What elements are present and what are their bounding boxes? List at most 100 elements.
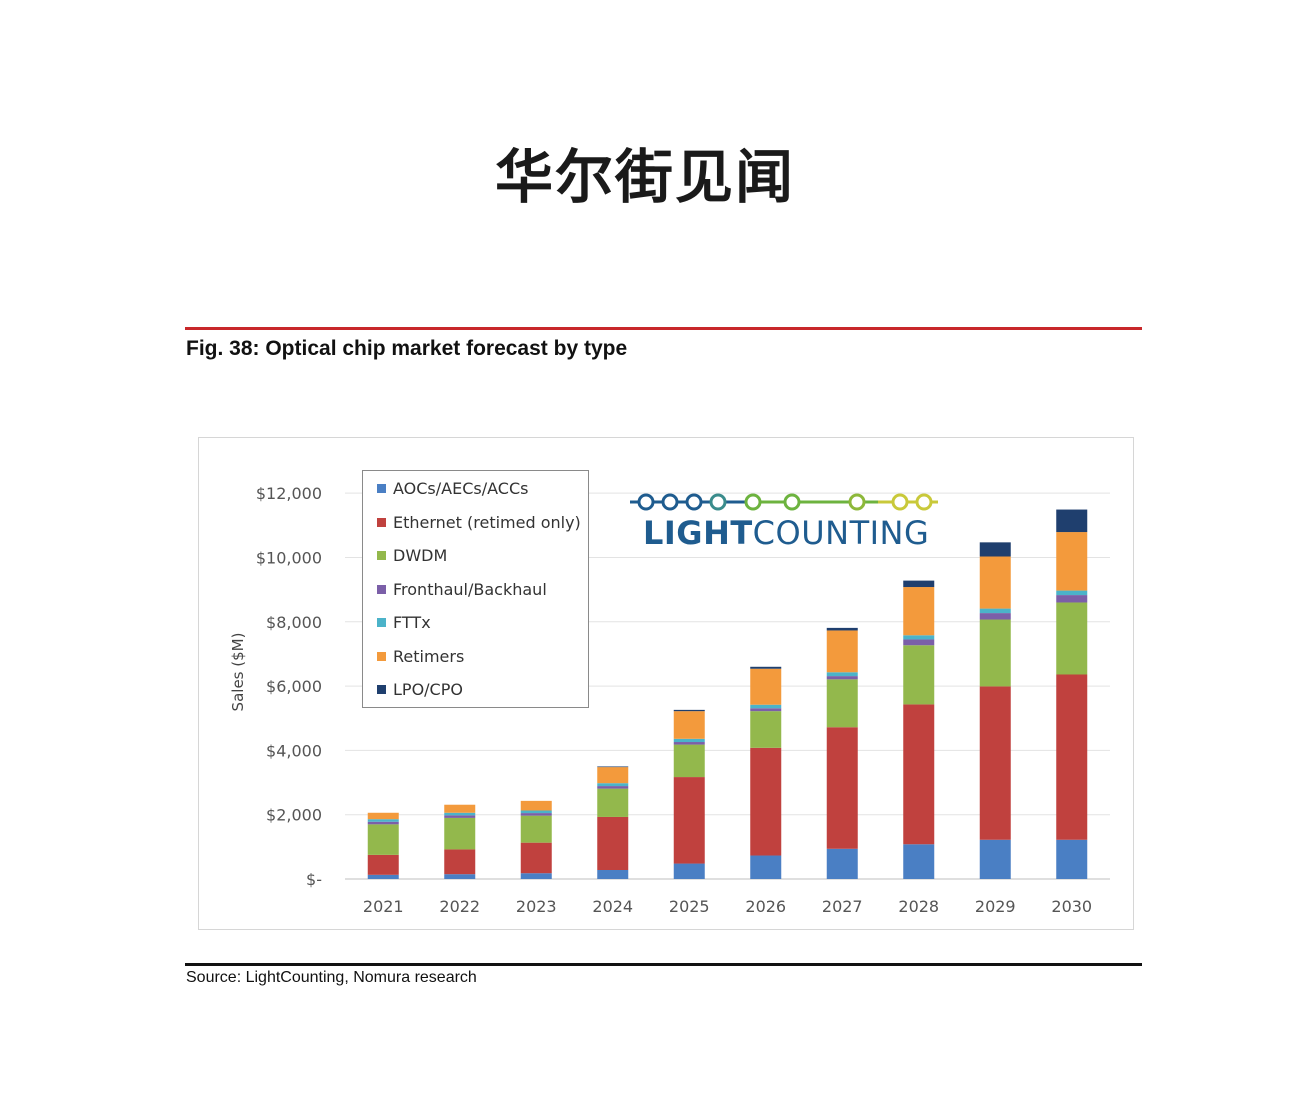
logo-wordmark-bold: LIGHT bbox=[643, 514, 753, 552]
bar-segment bbox=[367, 812, 399, 820]
bar-segment bbox=[826, 672, 858, 677]
bar-segment bbox=[979, 686, 1011, 840]
chart-legend: AOCs/AECs/ACCs Ethernet (retimed only) D… bbox=[362, 470, 589, 708]
legend-item-ethernet: Ethernet (retimed only) bbox=[377, 510, 581, 534]
bar-segment bbox=[750, 666, 782, 669]
bar-segment bbox=[520, 800, 552, 811]
bar-segment bbox=[444, 812, 476, 816]
bar-segment bbox=[367, 821, 399, 825]
bar-segment bbox=[444, 874, 476, 879]
bar-segment bbox=[979, 608, 1011, 614]
bar-segment bbox=[903, 704, 935, 845]
bar-segment bbox=[903, 587, 935, 636]
bar-segment bbox=[750, 747, 782, 856]
bar-segment bbox=[826, 848, 858, 879]
bar-segment bbox=[597, 767, 629, 784]
logo-wordmark: LIGHTCOUNTING bbox=[643, 514, 929, 552]
y-tick-label: $- bbox=[306, 870, 322, 889]
legend-swatch bbox=[377, 651, 386, 661]
legend-swatch bbox=[377, 483, 386, 493]
bar-segment bbox=[597, 816, 629, 870]
bar-segment bbox=[1056, 590, 1088, 596]
bar-segment bbox=[597, 783, 629, 787]
bar-segment bbox=[826, 676, 858, 680]
y-tick-label: $8,000 bbox=[266, 613, 322, 632]
bar-segment bbox=[597, 788, 629, 817]
bar-segment bbox=[979, 542, 1011, 557]
legend-swatch bbox=[377, 550, 386, 560]
bar-segment bbox=[826, 630, 858, 673]
y-tick-label: $12,000 bbox=[256, 484, 322, 503]
bar-segment bbox=[673, 709, 705, 712]
legend-label: LPO/CPO bbox=[393, 679, 463, 699]
bar-segment bbox=[520, 873, 552, 879]
logo-wordmark-rest: COUNTING bbox=[752, 514, 930, 552]
bar-segment bbox=[903, 639, 935, 646]
legend-swatch bbox=[377, 517, 386, 527]
x-tick-label: 2027 bbox=[822, 897, 863, 916]
bar-segment bbox=[444, 804, 476, 813]
bar-segment bbox=[367, 824, 399, 855]
bar-segment bbox=[750, 708, 782, 712]
bar-segment bbox=[1056, 595, 1088, 603]
legend-label: Ethernet (retimed only) bbox=[393, 512, 581, 532]
bar-segment bbox=[979, 613, 1011, 620]
y-tick-labels: $- $2,000 $4,000 $6,000 $8,000 $10,000 $12,000 bbox=[256, 484, 322, 889]
legend-label: Retimers bbox=[393, 646, 465, 666]
bar-segment bbox=[1056, 674, 1088, 840]
x-tick-label: 2030 bbox=[1051, 897, 1092, 916]
legend-item-fttx: FTTx bbox=[377, 610, 431, 634]
legend-swatch bbox=[377, 684, 386, 694]
legend-label: Fronthaul/Backhaul bbox=[393, 579, 547, 599]
bar-segment bbox=[444, 815, 476, 818]
bar-segment bbox=[903, 645, 935, 705]
x-tick-label: 2026 bbox=[745, 897, 786, 916]
legend-item-dwdm: DWDM bbox=[377, 543, 447, 567]
bar-segment bbox=[367, 874, 399, 879]
bar-segment bbox=[1056, 839, 1088, 879]
bar-segment bbox=[673, 742, 705, 745]
bar-segment bbox=[750, 704, 782, 709]
bar-segment bbox=[673, 738, 705, 743]
y-tick-label: $6,000 bbox=[266, 677, 322, 696]
bar-segment bbox=[826, 727, 858, 849]
x-tick-label: 2028 bbox=[898, 897, 939, 916]
legend-label: FTTx bbox=[393, 612, 431, 632]
y-tick-label: $2,000 bbox=[266, 806, 322, 825]
bars bbox=[367, 509, 1088, 879]
figure-source: Source: LightCounting, Nomura research bbox=[186, 969, 477, 986]
bar-segment bbox=[903, 635, 935, 640]
bar-segment bbox=[750, 855, 782, 879]
bar-segment bbox=[979, 839, 1011, 879]
legend-swatch bbox=[377, 584, 386, 594]
figure-top-rule bbox=[185, 327, 1142, 330]
logo-node-line-icon bbox=[630, 493, 938, 511]
bar-segment bbox=[750, 711, 782, 748]
bar-segment bbox=[750, 668, 782, 705]
x-tick-labels: 2021 2022 2023 2024 2025 2026 2027 2028 2029 2030 bbox=[363, 897, 1092, 916]
bar-segment bbox=[520, 842, 552, 874]
brand-title: 华尔街见闻 bbox=[494, 143, 795, 211]
bar-segment bbox=[673, 863, 705, 879]
bar-segment bbox=[597, 766, 629, 768]
figure-title: Fig. 38: Optical chip market forecast by… bbox=[186, 337, 628, 360]
bar-segment bbox=[1056, 509, 1088, 533]
bar-segment bbox=[367, 854, 399, 875]
y-tick-label: $4,000 bbox=[266, 741, 322, 760]
legend-item-lpo-cpo: LPO/CPO bbox=[377, 677, 463, 701]
legend-label: DWDM bbox=[393, 545, 448, 565]
x-tick-label: 2024 bbox=[592, 897, 633, 916]
legend-item-fronthaul: Fronthaul/Backhaul bbox=[377, 577, 547, 601]
x-tick-label: 2025 bbox=[669, 897, 710, 916]
y-tick-label: $10,000 bbox=[256, 548, 322, 567]
bar-segment bbox=[520, 810, 552, 814]
bar-segment bbox=[444, 849, 476, 875]
x-tick-label: 2023 bbox=[516, 897, 557, 916]
bar-segment bbox=[903, 844, 935, 879]
legend-item-retimers: Retimers bbox=[377, 644, 464, 668]
bar-segment bbox=[979, 556, 1011, 609]
lightcounting-logo: LIGHTCOUNTING bbox=[628, 488, 948, 558]
bar-segment bbox=[520, 813, 552, 816]
bar-segment bbox=[1056, 602, 1088, 675]
bar-segment bbox=[673, 711, 705, 739]
